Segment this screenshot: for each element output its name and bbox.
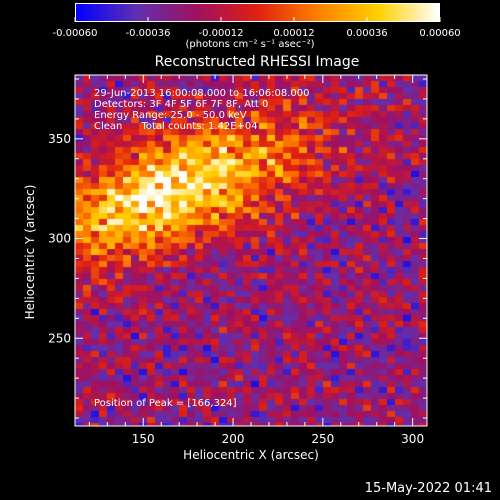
x-tick-label: 200 bbox=[222, 432, 245, 446]
y-tick-label: 350 bbox=[48, 132, 71, 146]
x-tick-label: 300 bbox=[401, 432, 424, 446]
detectors-text: Detectors: 3F 4F 5F 6F 7F 8F, Att 0 bbox=[94, 99, 269, 110]
colorbar bbox=[75, 3, 440, 22]
x-axis-label: Heliocentric X (arcsec) bbox=[183, 448, 319, 462]
colorbar-tick-label: -0.00036 bbox=[126, 28, 171, 39]
colorbar-tick-label: 0.00036 bbox=[346, 28, 387, 39]
x-tick-label: 250 bbox=[311, 432, 334, 446]
colorbar-tick-label: 0.00012 bbox=[273, 28, 314, 39]
plot-area bbox=[75, 75, 427, 426]
colorbar-units: (photons cm⁻² s⁻¹ asec⁻²) bbox=[185, 39, 315, 50]
peak-position-text: Position of Peak = [166,324] bbox=[94, 398, 237, 409]
heatmap-image bbox=[75, 75, 427, 426]
colorbar-tick-label: -0.00060 bbox=[53, 28, 98, 39]
footer-date: 15-May-2022 01:41 bbox=[364, 481, 492, 496]
y-axis-label: Heliocentric Y (arcsec) bbox=[23, 184, 37, 320]
y-tick-label: 250 bbox=[48, 331, 71, 345]
colorbar-axis: -0.00060 -0.00036 -0.00012 0.00012 0.00036 0.… bbox=[53, 17, 461, 39]
y-tick-label: 300 bbox=[48, 232, 71, 246]
colorbar-gradient bbox=[76, 4, 439, 21]
colorbar-tick-label: 0.00060 bbox=[419, 28, 460, 39]
total-counts-text: Clean Total counts: 1.42E+04 bbox=[94, 121, 258, 132]
energy-range-text: Energy Range: 25.0 - 50.0 keV bbox=[94, 110, 247, 121]
chart-title: Reconstructed RHESSI Image bbox=[154, 54, 360, 70]
x-tick-label: 150 bbox=[132, 432, 155, 446]
time-range-text: 29-Jun-2013 16:00:08.000 to 16:06:08.000 bbox=[94, 88, 310, 99]
colorbar-tick-label: -0.00012 bbox=[199, 28, 244, 39]
